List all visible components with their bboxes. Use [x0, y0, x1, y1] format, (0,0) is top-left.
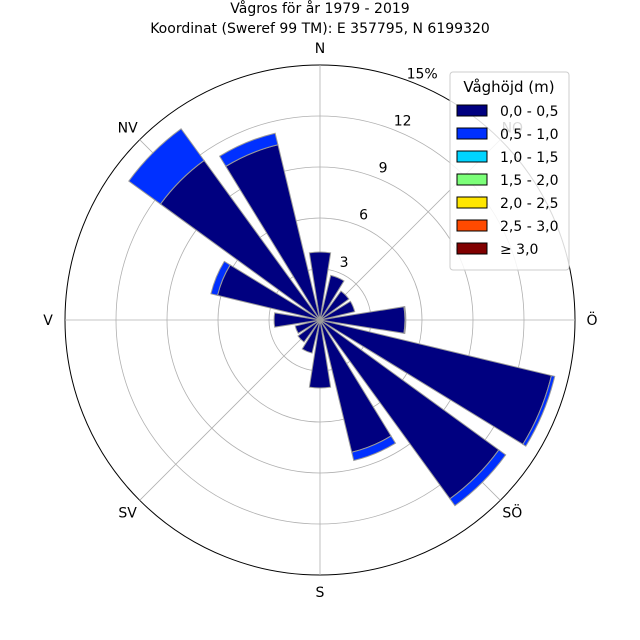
legend-label: 2,5 - 3,0	[500, 219, 558, 235]
bar-segment	[297, 319, 321, 343]
radial-tick-label: 12	[394, 113, 412, 129]
bar-segment	[319, 300, 356, 321]
grid-spoke	[139, 319, 321, 501]
bar-segment	[522, 374, 556, 447]
chart-subtitle: Koordinat (Sweref 99 TM): E 357795, N 61…	[150, 21, 490, 37]
bar-segment	[319, 274, 345, 321]
bars	[128, 128, 556, 507]
bar-segment	[403, 305, 407, 335]
bar-segment	[294, 319, 321, 335]
legend-swatch	[456, 196, 488, 209]
bar-segment	[128, 128, 205, 205]
legend-label: 0,5 - 1,0	[500, 127, 558, 143]
legend-title: Våghöjd (m)	[463, 78, 554, 96]
direction-label: S	[316, 585, 325, 601]
direction-label: N	[315, 41, 325, 57]
bar-segment	[308, 251, 332, 321]
direction-label: Ö	[586, 311, 597, 329]
legend-label: ≥ 3,0	[500, 242, 538, 258]
legend-items: 0,0 - 0,5 0,5 - 1,0 1,0 - 1,5 1,5 - 2,0 2,0 …	[456, 104, 558, 258]
bar-segment	[449, 449, 507, 507]
radial-tick-label: 6	[359, 208, 368, 224]
bar-segment	[351, 435, 397, 462]
bar-segment	[301, 319, 321, 354]
direction-label: SV	[118, 505, 137, 521]
legend-label: 1,0 - 1,5	[500, 150, 558, 166]
bar-segment	[210, 260, 231, 296]
legend-swatch	[456, 104, 488, 117]
legend-swatch	[456, 173, 488, 186]
radial-tick-label: 3	[340, 255, 349, 271]
legend-label: 1,5 - 2,0	[500, 173, 558, 189]
direction-label: V	[43, 313, 53, 329]
legend-frame	[449, 71, 570, 271]
legend-label: 2,0 - 2,5	[500, 196, 558, 212]
chart-title: Vågros för år 1979 - 2019	[230, 0, 409, 17]
legend-swatch	[456, 219, 488, 232]
legend-swatch	[456, 127, 488, 140]
radial-tick-label: 15%	[407, 66, 438, 82]
legend-label: 0,0 - 0,5	[500, 104, 558, 120]
direction-label: SÖ	[502, 503, 522, 521]
legend: Våghöjd (m) 0,0 - 0,5 0,5 - 1,0 1,0 - 1,5 1…	[449, 71, 570, 271]
bar-segment	[273, 312, 321, 328]
bar-segment	[319, 290, 350, 321]
legend-swatch	[456, 150, 488, 163]
bar-segment	[308, 319, 332, 389]
radial-tick-label: 9	[379, 161, 388, 177]
bar-segment	[218, 132, 279, 168]
legend-swatch	[456, 242, 488, 255]
direction-label: NV	[118, 121, 138, 137]
